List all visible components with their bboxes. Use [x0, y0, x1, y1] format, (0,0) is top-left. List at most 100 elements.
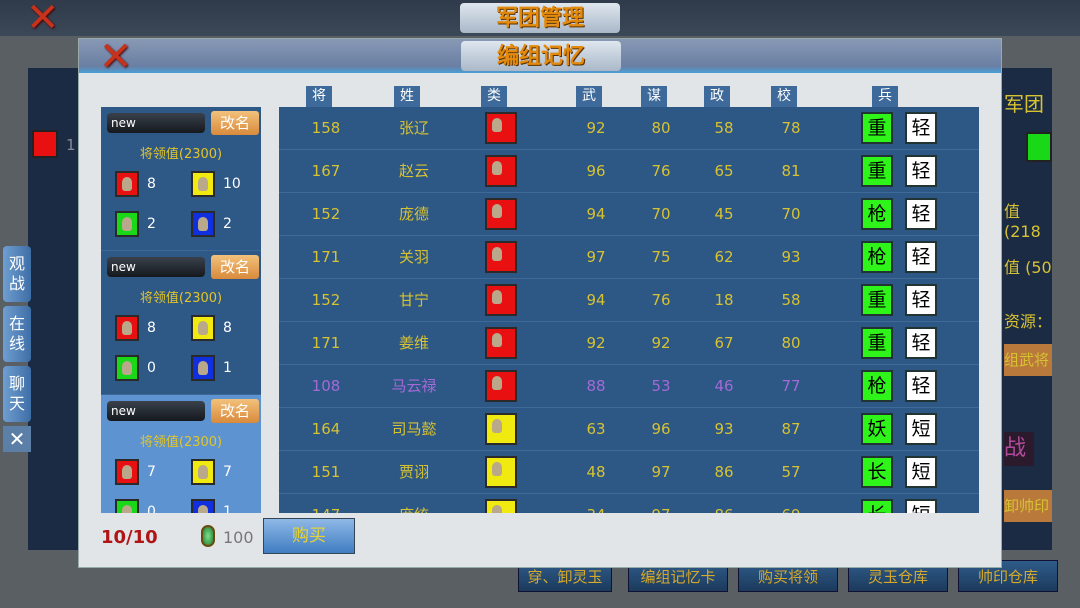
green-general-icon: [115, 211, 139, 237]
cell-name: 张辽: [398, 119, 429, 137]
general-avatar: [1026, 132, 1052, 162]
lead-value: 将领值(2300): [139, 291, 223, 306]
column-header: 兵种: [872, 86, 898, 125]
cell-points: 158: [311, 119, 341, 137]
yellow-type-icon: [485, 499, 517, 513]
table-row[interactable]: 158 张辽 92 80 58 78 重轻: [279, 107, 979, 150]
group-name-input[interactable]: new: [107, 113, 205, 133]
group-name-input[interactable]: new: [107, 257, 205, 277]
troop-type-primary: 重: [861, 327, 893, 359]
troop-type-secondary: 短: [905, 413, 937, 445]
collapse-close-icon[interactable]: ✕: [3, 426, 31, 452]
count-yellow: 10: [191, 171, 241, 197]
cell-points: 108: [311, 377, 341, 395]
table-row[interactable]: 151 贾诩 48 97 86 57 长短: [279, 451, 979, 494]
cell-mou: 92: [651, 334, 671, 352]
table-row[interactable]: 171 姜维 92 92 67 80 重轻: [279, 322, 979, 365]
cell-name: 马云禄: [391, 377, 437, 395]
cell-wu: 88: [586, 377, 606, 395]
cell-wu: 96: [586, 162, 606, 180]
group-list[interactable]: new 改名 将领值(2300) 8 10 2 2 new 改名 将领值(2300) 8 8 0…: [101, 107, 261, 513]
cell-wu: 48: [586, 463, 606, 481]
cell-mou: 70: [651, 205, 671, 223]
cell-mou: 97: [651, 463, 671, 481]
cell-points: 147: [296, 494, 356, 513]
troop-type-secondary: 轻: [905, 241, 937, 273]
cell-points: 171: [311, 248, 341, 266]
troop-type-secondary: 轻: [905, 327, 937, 359]
count-value: 7: [223, 464, 232, 480]
count-red: 8: [115, 315, 156, 341]
troop-type-primary: 重: [861, 155, 893, 187]
cell-name: 庞德: [398, 205, 429, 223]
cell-name: 姜维: [398, 334, 429, 352]
remove-seal-button[interactable]: 卸帅印: [1004, 490, 1052, 522]
troop-type-primary: 长: [861, 456, 893, 488]
cell-mou: 53: [651, 377, 671, 395]
general-table[interactable]: 158 张辽 92 80 58 78 重轻 167 赵云 96 76 65 81 重轻 152 庞德 94 70 4…: [279, 107, 979, 513]
cell-zheng: 86: [714, 463, 734, 481]
red-type-icon: [485, 370, 517, 402]
troop-type-secondary: 轻: [905, 112, 937, 144]
count-value: 7: [147, 464, 156, 480]
red-general-icon: [115, 171, 139, 197]
cell-wu: 92: [586, 334, 606, 352]
battle-button[interactable]: 战: [1004, 432, 1034, 466]
window-title: 军团管理: [460, 3, 620, 33]
count-value: 0: [147, 360, 156, 376]
cell-zheng: 67: [714, 334, 734, 352]
cell-name: 赵云: [398, 162, 429, 180]
buy-button[interactable]: 购买: [263, 518, 355, 554]
troop-type-secondary: 轻: [905, 370, 937, 402]
cell-name: 贾诩: [398, 463, 429, 481]
cell-zheng: 58: [714, 119, 734, 137]
count-value: 8: [147, 320, 156, 336]
yellow-type-icon: [485, 413, 517, 445]
cell-xiao: 81: [781, 162, 801, 180]
count-green: 2: [115, 211, 156, 237]
cell-zheng: 65: [714, 162, 734, 180]
rename-button[interactable]: 改名: [211, 111, 259, 135]
count-value: 1: [223, 504, 232, 513]
troop-type-primary: 枪: [861, 198, 893, 230]
count-value: 1: [223, 360, 232, 376]
group-item[interactable]: new 改名 将领值(2300) 8 8 0 1: [101, 251, 261, 395]
resources-label: 资源：: [1004, 312, 1053, 331]
column-header: 武: [576, 86, 602, 107]
count-green: 0: [115, 355, 156, 381]
count-red: 8: [115, 171, 156, 197]
bottom-button-seal-storage[interactable]: 帅印仓库: [958, 560, 1058, 592]
column-header: 政: [704, 86, 730, 107]
online-button[interactable]: 在线: [3, 306, 31, 362]
count-yellow: 8: [191, 315, 232, 341]
group-generals-button[interactable]: 组武将: [1004, 344, 1052, 376]
table-row[interactable]: 164 司马懿 63 96 93 87 妖短: [279, 408, 979, 451]
group-name-input[interactable]: new: [107, 401, 205, 421]
troop-type-primary: 枪: [861, 241, 893, 273]
close-icon[interactable]: ✕: [26, 0, 60, 41]
table-row[interactable]: 152 甘宁 94 76 18 58 重轻: [279, 279, 979, 322]
capacity-count: 10/10: [101, 527, 158, 548]
chat-button[interactable]: 聊天: [3, 366, 31, 422]
spectate-button[interactable]: 观战: [3, 246, 31, 302]
troop-type-primary: 妖: [861, 413, 893, 445]
cell-xiao: 57: [781, 463, 801, 481]
count-label: 1: [66, 136, 76, 154]
table-row[interactable]: 167 赵云 96 76 65 81 重轻: [279, 150, 979, 193]
table-row[interactable]: 108 马云禄 88 53 46 77 枪轻: [279, 365, 979, 408]
group-item[interactable]: new 改名 将领值(2300) 7 7 0 1: [101, 395, 261, 513]
rename-button[interactable]: 改名: [211, 399, 259, 423]
close-icon[interactable]: ✕: [99, 34, 133, 80]
table-row[interactable]: 152 庞德 94 70 45 70 枪轻: [279, 193, 979, 236]
column-header: 将点: [306, 86, 332, 125]
count-blue: 1: [191, 355, 232, 381]
count-red: 7: [115, 459, 156, 485]
lead-value: 值 (218: [1004, 202, 1041, 241]
rename-button[interactable]: 改名: [211, 255, 259, 279]
group-item[interactable]: new 改名 将领值(2300) 8 10 2 2: [101, 107, 261, 251]
count-blue: 1: [191, 499, 232, 513]
table-row[interactable]: 171 关羽 97 75 62 93 枪轻: [279, 236, 979, 279]
count-green: 0: [115, 499, 156, 513]
green-general-icon: [115, 499, 139, 513]
